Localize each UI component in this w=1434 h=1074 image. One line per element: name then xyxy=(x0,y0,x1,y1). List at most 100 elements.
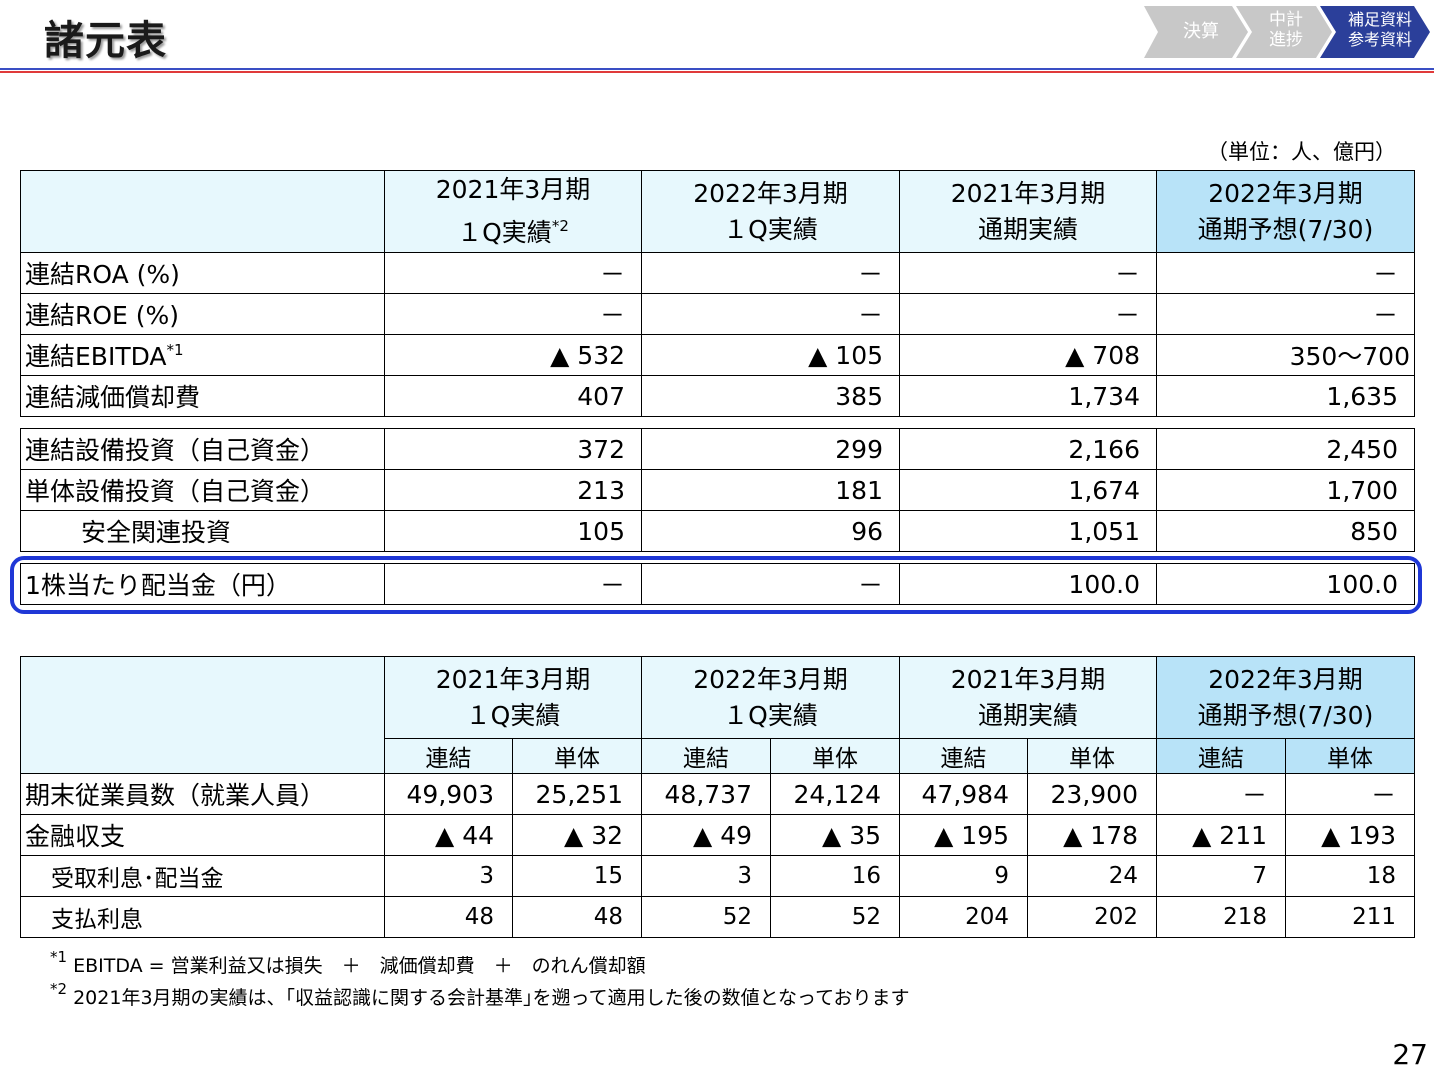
cell: ▲ 35 xyxy=(770,814,900,856)
cell: － xyxy=(384,563,642,605)
cell: － xyxy=(1285,773,1415,815)
header-corner xyxy=(20,170,385,253)
table-row: 連結EBITDA*1 ▲ 532 ▲ 105 ▲ 708 350～700 xyxy=(20,334,1415,376)
cell: 25,251 xyxy=(512,773,642,815)
cell: ▲ 532 xyxy=(384,334,642,376)
cell: 181 xyxy=(641,469,900,511)
cell: 202 xyxy=(1027,896,1157,938)
cell: 299 xyxy=(641,428,900,470)
cell: 1,635 xyxy=(1156,375,1415,417)
row-label: 連結減価償却費 xyxy=(20,375,385,417)
cell: 3 xyxy=(384,855,513,897)
cell: 7 xyxy=(1156,855,1286,897)
footnote-1: *1 EBITDA = 営業利益又は損失 ＋ 減価償却費 ＋ のれん償却額 xyxy=(50,948,646,977)
nav-item-supplementary[interactable]: 補足資料 参考資料 xyxy=(1347,10,1412,49)
cell: 204 xyxy=(899,896,1028,938)
cell: 100.0 xyxy=(1156,563,1415,605)
cell: 372 xyxy=(384,428,642,470)
row-label: 連結ROE (%) xyxy=(20,293,385,335)
section-nav: 決算 中計 進捗 補足資料 参考資料 xyxy=(1144,6,1430,58)
cell: 24 xyxy=(1027,855,1157,897)
table-row: 安全関連投資 105 96 1,051 850 xyxy=(20,510,1415,552)
cell: 3 xyxy=(641,855,771,897)
subheader-consolidated: 連結 xyxy=(899,738,1028,774)
page-number: 27 xyxy=(1392,1038,1428,1071)
row-label: 連結ROA (%) xyxy=(20,252,385,294)
cell: 407 xyxy=(384,375,642,417)
cell: － xyxy=(1156,252,1415,294)
cell: － xyxy=(384,252,642,294)
cell: ▲ 32 xyxy=(512,814,642,856)
table-row: 受取利息･配当金 3 15 3 16 9 24 7 18 xyxy=(20,855,1415,897)
cell: 211 xyxy=(1285,896,1415,938)
cell: 18 xyxy=(1285,855,1415,897)
header-col-3: 2021年3月期 通期実績 xyxy=(899,170,1157,253)
cell: 23,900 xyxy=(1027,773,1157,815)
table-row: 連結ROE (%) － － － － xyxy=(20,293,1415,335)
cell: 16 xyxy=(770,855,900,897)
cell: 48 xyxy=(512,896,642,938)
dividend-table: 1株当たり配当金（円） － － 100.0 100.0 xyxy=(20,563,1415,605)
row-label: 連結設備投資（自己資金） xyxy=(20,428,385,470)
cell: 52 xyxy=(641,896,771,938)
header-col-4-forecast: 2022年3月期 通期予想(7/30) xyxy=(1156,170,1415,253)
row-label: 受取利息･配当金 xyxy=(20,855,385,897)
cell: － xyxy=(1156,773,1286,815)
title-underline-blue xyxy=(0,68,1434,70)
page-title: 諸元表 xyxy=(44,18,167,64)
header-col-3: 2021年3月期 通期実績 xyxy=(899,656,1157,739)
subheader-consolidated: 連結 xyxy=(384,738,513,774)
header-corner xyxy=(20,656,385,774)
nav-chevrons xyxy=(1144,6,1430,58)
row-label: 安全関連投資 xyxy=(20,510,385,552)
cell: 1,051 xyxy=(899,510,1157,552)
cell: 213 xyxy=(384,469,642,511)
table-row: 1株当たり配当金（円） － － 100.0 100.0 xyxy=(20,563,1415,605)
cell: 47,984 xyxy=(899,773,1028,815)
cell: ▲ 49 xyxy=(641,814,771,856)
row-label: 支払利息 xyxy=(20,896,385,938)
cell: 1,700 xyxy=(1156,469,1415,511)
cell: ▲ 105 xyxy=(641,334,900,376)
table-row: 単体設備投資（自己資金） 213 181 1,674 1,700 xyxy=(20,469,1415,511)
cell: 100.0 xyxy=(899,563,1157,605)
header-col-1: 2021年3月期 １Q実績*2 xyxy=(384,170,642,253)
subheader-consolidated: 連結 xyxy=(1156,738,1286,774)
cell: 218 xyxy=(1156,896,1286,938)
nav-chevron-1 xyxy=(1144,6,1248,58)
nav-chevron-2 xyxy=(1236,6,1332,58)
cell: ▲ 44 xyxy=(384,814,513,856)
cell: 1,674 xyxy=(899,469,1157,511)
table-row: 連結設備投資（自己資金） 372 299 2,166 2,450 xyxy=(20,428,1415,470)
cell: 2,166 xyxy=(899,428,1157,470)
cell: 49,903 xyxy=(384,773,513,815)
cell: 2,450 xyxy=(1156,428,1415,470)
cell: 52 xyxy=(770,896,900,938)
cell: 48 xyxy=(384,896,513,938)
subheader-consolidated: 連結 xyxy=(641,738,771,774)
cell: － xyxy=(641,563,900,605)
cell: － xyxy=(1156,293,1415,335)
unit-note: （単位：人、億円） xyxy=(1207,140,1396,164)
nav-item-results[interactable]: 決算 xyxy=(1183,21,1219,42)
cell: 24,124 xyxy=(770,773,900,815)
cell: － xyxy=(384,293,642,335)
title-underline-red xyxy=(0,71,1434,73)
table-row: 期末従業員数（就業人員） 49,903 25,251 48,737 24,124… xyxy=(20,773,1415,815)
table-row: 連結ROA (%) － － － － xyxy=(20,252,1415,294)
cell: － xyxy=(641,293,900,335)
header-col-2: 2022年3月期 １Q実績 xyxy=(641,170,900,253)
table-row: 連結減価償却費 407 385 1,734 1,635 xyxy=(20,375,1415,417)
cell: － xyxy=(899,293,1157,335)
nav-item-midterm-plan[interactable]: 中計 進捗 xyxy=(1269,10,1303,50)
subheader-standalone: 単体 xyxy=(1027,738,1157,774)
header-col-4-forecast: 2022年3月期 通期予想(7/30) xyxy=(1156,656,1415,739)
table-row: 支払利息 48 48 52 52 204 202 218 211 xyxy=(20,896,1415,938)
table-row: 金融収支 ▲ 44 ▲ 32 ▲ 49 ▲ 35 ▲ 195 ▲ 178 ▲ 2… xyxy=(20,814,1415,856)
header-col-1: 2021年3月期 １Q実績 xyxy=(384,656,642,739)
row-label: 金融収支 xyxy=(20,814,385,856)
cell: 9 xyxy=(899,855,1028,897)
nav-chevron-3 xyxy=(1320,6,1430,58)
cell: 350～700 xyxy=(1156,334,1415,376)
employee-finance-table: 2021年3月期 １Q実績 2022年3月期 １Q実績 2021年3月期 通期実績 2… xyxy=(20,656,1415,938)
